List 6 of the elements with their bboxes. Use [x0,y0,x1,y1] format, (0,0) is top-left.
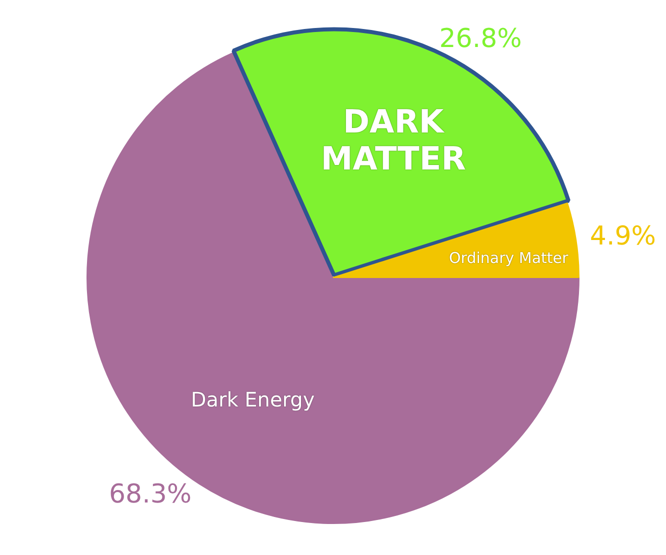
data-label: 26.8% [439,24,522,54]
data-label: 68.3% [109,479,192,510]
slice-label: Ordinary Matter [448,248,570,267]
slice-label: Dark Energy [190,388,315,412]
slice-label: DARK MATTER [320,102,466,178]
data-label: 4.9% [590,221,656,252]
